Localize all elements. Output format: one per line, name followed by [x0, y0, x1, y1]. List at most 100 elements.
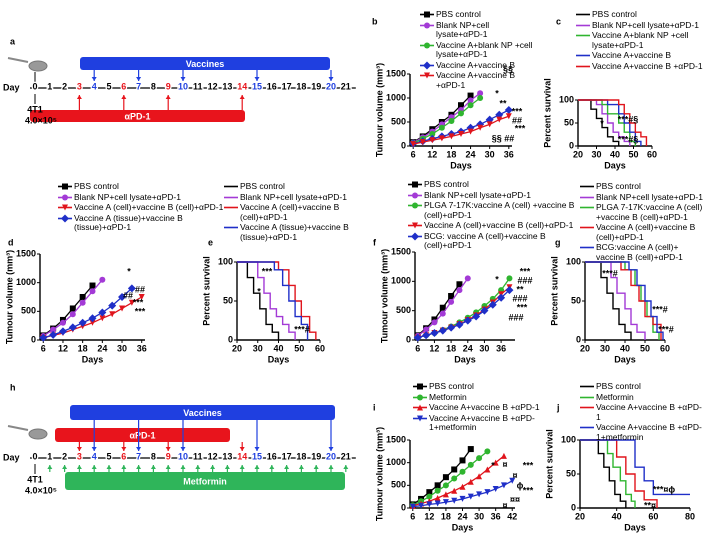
- point: [467, 461, 474, 468]
- arrow-head: [328, 77, 334, 81]
- y-tick-label: 1500: [386, 68, 406, 78]
- arrow-head: [76, 95, 82, 99]
- metformin-label: Metformin: [183, 476, 227, 486]
- legend-label: Vaccine A+vaccine B +αPD-1: [429, 402, 540, 412]
- day-tick-label: 7: [136, 81, 141, 91]
- significance-mark: ***: [523, 485, 534, 495]
- point: [429, 137, 436, 144]
- point: [89, 282, 96, 289]
- point: [98, 308, 107, 317]
- y-tick-label: 1500: [16, 248, 36, 258]
- day-tick-label: 2: [62, 81, 67, 91]
- point: [448, 133, 455, 140]
- legend-swatch: [224, 196, 238, 198]
- arrow-head: [224, 465, 230, 469]
- point: [69, 311, 76, 318]
- y-tick-label: 1000: [386, 92, 406, 102]
- significance-mark: ***#: [652, 304, 668, 314]
- legend-item: Vaccine A (tissue)+vaccine B (tissue)+αP…: [58, 213, 228, 233]
- legend-swatch: [224, 226, 238, 229]
- day-tick-label: 4: [92, 451, 97, 461]
- y-tick-label: 0: [31, 334, 36, 344]
- legend-label: PBS control: [592, 9, 637, 19]
- vaccines-label: Vaccines: [186, 59, 225, 69]
- legend-item: PBS control: [420, 9, 538, 20]
- significance-mark: **: [516, 284, 524, 294]
- point: [467, 128, 474, 135]
- point: [410, 141, 417, 148]
- legend: PBS control Blank NP+cell lysate+αPD-1 Vac…: [420, 9, 538, 91]
- arrow-head: [165, 447, 171, 451]
- arrow-head: [180, 465, 186, 469]
- point: [467, 102, 474, 109]
- day-tick-label: 14: [237, 451, 247, 461]
- point: [477, 124, 484, 131]
- legend-swatch: [580, 226, 594, 229]
- point: [109, 311, 116, 318]
- legend-item: Blank NP+cell lysate+αPD-1: [58, 192, 228, 203]
- legend-label: Vaccine A (cell)+vaccine B (cell)+αPD-1: [596, 222, 696, 242]
- y-tick-label: 0: [576, 334, 581, 344]
- legend-item: PLGA 7-17K:vaccine A (cell) +vaccine B (…: [580, 202, 704, 222]
- y-tick-label: 50: [223, 295, 233, 305]
- legend-label: Vaccine A+vaccine B +αPD-1: [436, 70, 515, 90]
- legend-swatch: [576, 65, 590, 67]
- point: [434, 482, 441, 489]
- panel-letter: b: [372, 16, 378, 26]
- panel-letter: h: [10, 382, 16, 392]
- day-tick-label: 15: [252, 451, 262, 461]
- day-tick-label: 16: [267, 81, 277, 91]
- point: [442, 482, 449, 489]
- point: [412, 192, 418, 198]
- significance-mark: *: [495, 88, 499, 98]
- point: [467, 97, 474, 104]
- x-axis-title: Days: [614, 354, 636, 364]
- point: [39, 333, 48, 342]
- x-tick-label: 36: [496, 343, 506, 353]
- point: [424, 22, 430, 28]
- cell-count: 4.0×10⁵: [25, 115, 57, 125]
- point: [127, 284, 136, 293]
- y-tick-label: 0: [228, 334, 233, 344]
- x-tick-label: 60: [660, 343, 670, 353]
- point: [484, 466, 491, 473]
- x-tick-label: 50: [640, 343, 650, 353]
- apd1-box: [30, 110, 245, 122]
- x-tick-label: 40: [612, 511, 622, 521]
- legend-item: Blank NP+cell lysate+αPD-1: [408, 190, 576, 201]
- x-tick-label: 60: [648, 511, 658, 521]
- day-tick-label: 19: [311, 451, 321, 461]
- point: [426, 493, 433, 500]
- arrow-head: [239, 95, 245, 99]
- y-axis-title: Tumour volume (mm³): [379, 249, 389, 343]
- significance-mark: ***#§: [618, 114, 639, 124]
- mouse: [28, 428, 48, 440]
- legend-label: PBS control: [596, 181, 641, 191]
- legend-label: BCG:vaccine A (cell)+ vaccine B (cell)+α…: [596, 242, 683, 262]
- point: [442, 499, 449, 506]
- day-tick-label: 20: [326, 81, 336, 91]
- y-axis-title: Tumour volume (mm³): [374, 63, 384, 157]
- point: [467, 478, 474, 485]
- point: [442, 474, 449, 481]
- point: [89, 319, 96, 326]
- legend-item: PBS control: [580, 181, 704, 192]
- point: [413, 333, 422, 342]
- significance-mark: ¤: [512, 470, 517, 480]
- survival-line: [585, 261, 632, 340]
- legend-swatch: [58, 183, 72, 190]
- metformin-box: [65, 472, 345, 490]
- x-tick-label: 30: [591, 149, 601, 159]
- significance-mark: *: [127, 266, 131, 276]
- legend-label: PBS control: [240, 181, 285, 191]
- y-tick-label: 500: [396, 305, 411, 315]
- x-tick-label: 24: [463, 343, 473, 353]
- legend-label: PBS control: [424, 179, 469, 189]
- arrow-head: [150, 465, 156, 469]
- x-tick-label: 20: [575, 511, 585, 521]
- x-tick-label: 18: [446, 149, 456, 159]
- legend-label: Vaccine A+blank NP +cell lysate+αPD-1: [436, 39, 533, 59]
- series-line: [417, 289, 510, 339]
- legend-item: Metformin: [580, 392, 704, 403]
- y-axis-title: Percent survival: [542, 78, 552, 148]
